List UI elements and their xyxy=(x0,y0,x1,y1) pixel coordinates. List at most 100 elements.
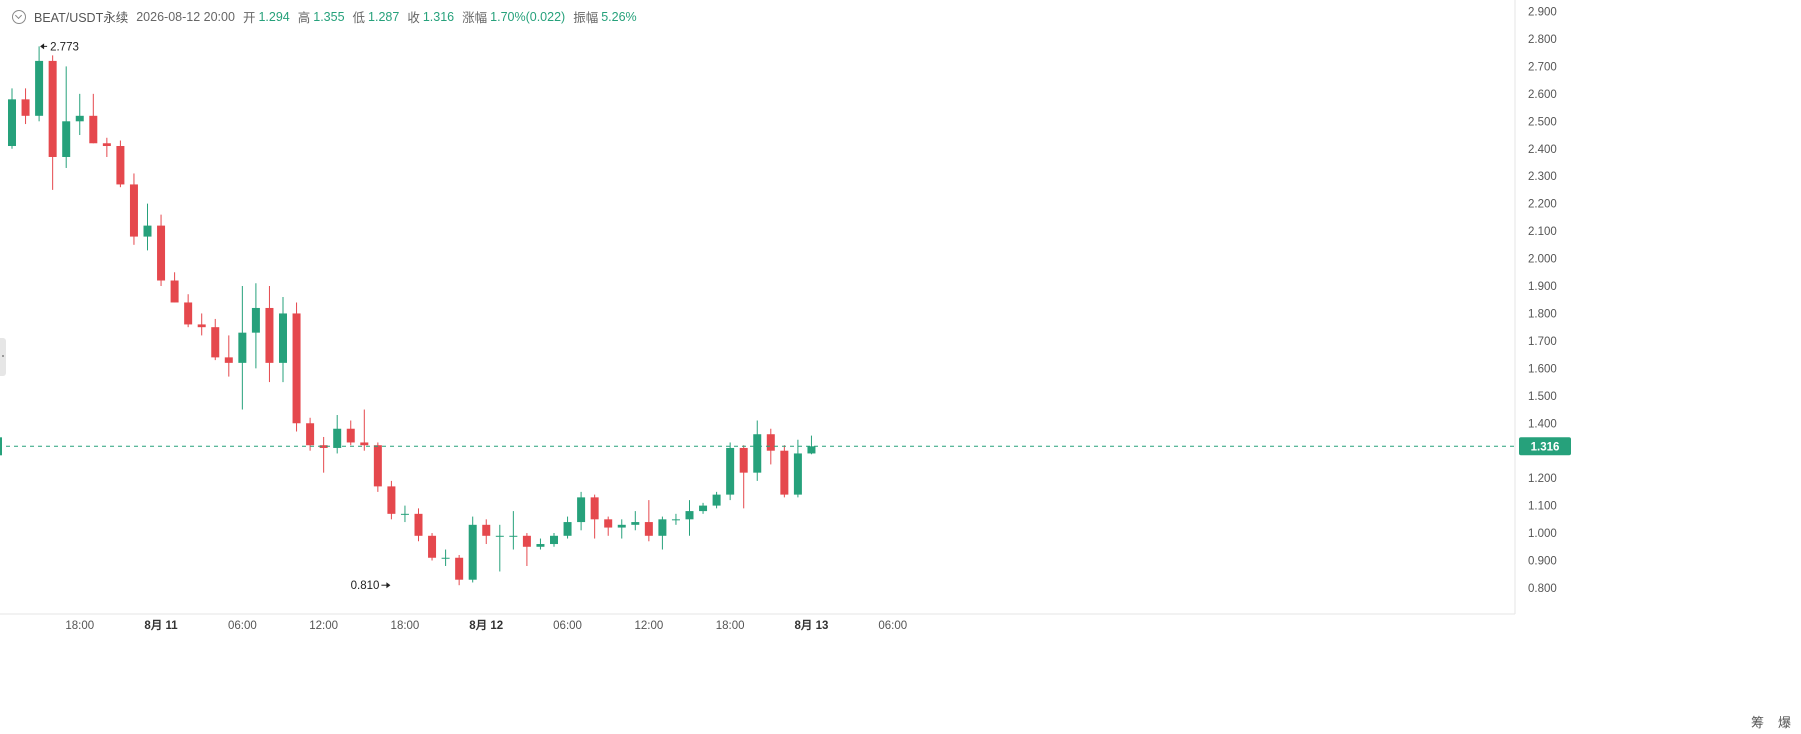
chip-distribution-button[interactable]: 筹 xyxy=(1750,715,1764,730)
candle-body xyxy=(726,447,735,495)
last-price-label: 1.316 xyxy=(1531,441,1560,453)
min-marker-label: 0.810 xyxy=(351,580,380,592)
candle-body xyxy=(211,327,220,358)
y-tick-label: 2.100 xyxy=(1528,226,1557,238)
liquidation-button[interactable]: 爆 xyxy=(1777,715,1791,730)
last-price-tag xyxy=(1519,437,1571,456)
candle-body xyxy=(360,442,369,446)
collapse-icon[interactable] xyxy=(12,9,26,24)
y-tick-label: 2.300 xyxy=(1528,171,1557,183)
symbol-label: BEAT/USDT永续 xyxy=(34,11,129,25)
close-value: 1.316 xyxy=(422,9,455,24)
amplitude-label: 振幅 xyxy=(573,11,599,25)
candle-body xyxy=(807,446,816,454)
candle-body xyxy=(224,357,233,363)
candle-body xyxy=(793,453,802,495)
candle-body xyxy=(577,497,586,523)
candle-body xyxy=(279,313,287,363)
candle-body xyxy=(658,519,667,536)
y-tick-label: 1.600 xyxy=(1528,363,1557,375)
candle-body xyxy=(604,519,613,528)
y-tick-label: 1.700 xyxy=(1528,336,1557,348)
candles-group xyxy=(8,46,816,586)
candle-body xyxy=(414,513,423,536)
candle-body xyxy=(251,307,260,333)
candle-datetime: 2026-08-12 20:00 xyxy=(136,9,235,24)
change-value: 1.70%(0.022) xyxy=(490,9,566,24)
x-tick-label: 06:00 xyxy=(878,620,907,632)
y-tick-label: 2.200 xyxy=(1528,199,1557,211)
y-tick-label: 1.400 xyxy=(1528,418,1557,430)
x-tick-label: 18:00 xyxy=(716,620,745,632)
candle-body xyxy=(89,115,98,144)
y-tick-label: 0.900 xyxy=(1528,556,1557,568)
candle-body xyxy=(184,302,193,325)
candle-body xyxy=(468,524,477,580)
candle-body xyxy=(21,99,30,116)
x-tick-label: 18:00 xyxy=(65,620,94,632)
y-tick-label: 1.500 xyxy=(1528,391,1557,403)
candle-body xyxy=(563,522,572,536)
y-tick-label: 2.400 xyxy=(1528,144,1557,156)
candle-body xyxy=(753,434,762,473)
candle-body xyxy=(346,428,355,443)
x-tick-label: 12:00 xyxy=(634,620,663,632)
x-tick-label: 8月 11 xyxy=(144,619,178,632)
candle-body xyxy=(509,535,518,537)
candle-body xyxy=(400,513,409,515)
candle-body xyxy=(129,184,138,237)
open-value: 1.294 xyxy=(258,9,290,24)
candle-body xyxy=(712,494,721,506)
candle-body xyxy=(550,535,558,545)
y-tick-label: 1.200 xyxy=(1528,473,1557,485)
y-tick-label: 2.500 xyxy=(1528,116,1557,128)
y-tick-label: 2.600 xyxy=(1528,89,1557,101)
candle-body xyxy=(197,324,206,328)
bottom-right-tools: 筹 爆 xyxy=(1751,712,1791,731)
left-panel-handle[interactable] xyxy=(0,338,6,376)
x-tick-label: 18:00 xyxy=(391,620,420,632)
candle-body xyxy=(238,332,247,363)
candle-body xyxy=(333,428,342,448)
change-label: 涨幅 xyxy=(462,11,488,25)
candle-body xyxy=(75,115,84,122)
candle-body xyxy=(536,544,545,547)
last-price-left-mark xyxy=(0,437,2,456)
candle-body xyxy=(766,434,775,451)
y-tick-label: 2.900 xyxy=(1528,7,1557,19)
y-tick-label: 2.700 xyxy=(1528,61,1557,73)
low-value: 1.287 xyxy=(368,9,400,24)
candle-body xyxy=(373,445,382,487)
y-tick-label: 2.800 xyxy=(1528,34,1557,46)
candle-body xyxy=(780,450,789,495)
candle-body xyxy=(143,225,152,237)
x-tick-label: 8月 12 xyxy=(469,619,503,632)
y-tick-label: 0.800 xyxy=(1528,583,1557,595)
candle-body xyxy=(428,535,437,558)
amplitude-value: 5.26% xyxy=(601,9,637,24)
high-label: 高 xyxy=(297,11,311,25)
candle-body xyxy=(699,505,708,512)
candle-body xyxy=(265,307,274,363)
candle-body xyxy=(157,225,166,281)
candle-body xyxy=(590,497,599,520)
candle-body xyxy=(685,511,694,520)
candle-body xyxy=(522,535,531,547)
x-tick-label: 8月 13 xyxy=(795,619,829,632)
candle-body xyxy=(8,99,16,147)
candle-body xyxy=(495,535,504,537)
candle-body xyxy=(170,280,179,303)
x-tick-label: 06:00 xyxy=(228,620,257,632)
y-tick-label: 2.000 xyxy=(1528,254,1557,266)
open-label: 开 xyxy=(242,11,256,25)
x-tick-label: 12:00 xyxy=(309,620,338,632)
candle-body xyxy=(48,60,57,157)
max-marker-label: 2.773 xyxy=(50,41,79,53)
x-tick-label: 06:00 xyxy=(553,620,582,632)
min-marker-arrowhead xyxy=(386,582,391,589)
candle-body xyxy=(35,60,44,116)
ohlc-header: BEAT/USDT永续 2026-08-12 20:00 开 1.294 高 1… xyxy=(12,7,645,26)
candle-body xyxy=(319,445,328,448)
